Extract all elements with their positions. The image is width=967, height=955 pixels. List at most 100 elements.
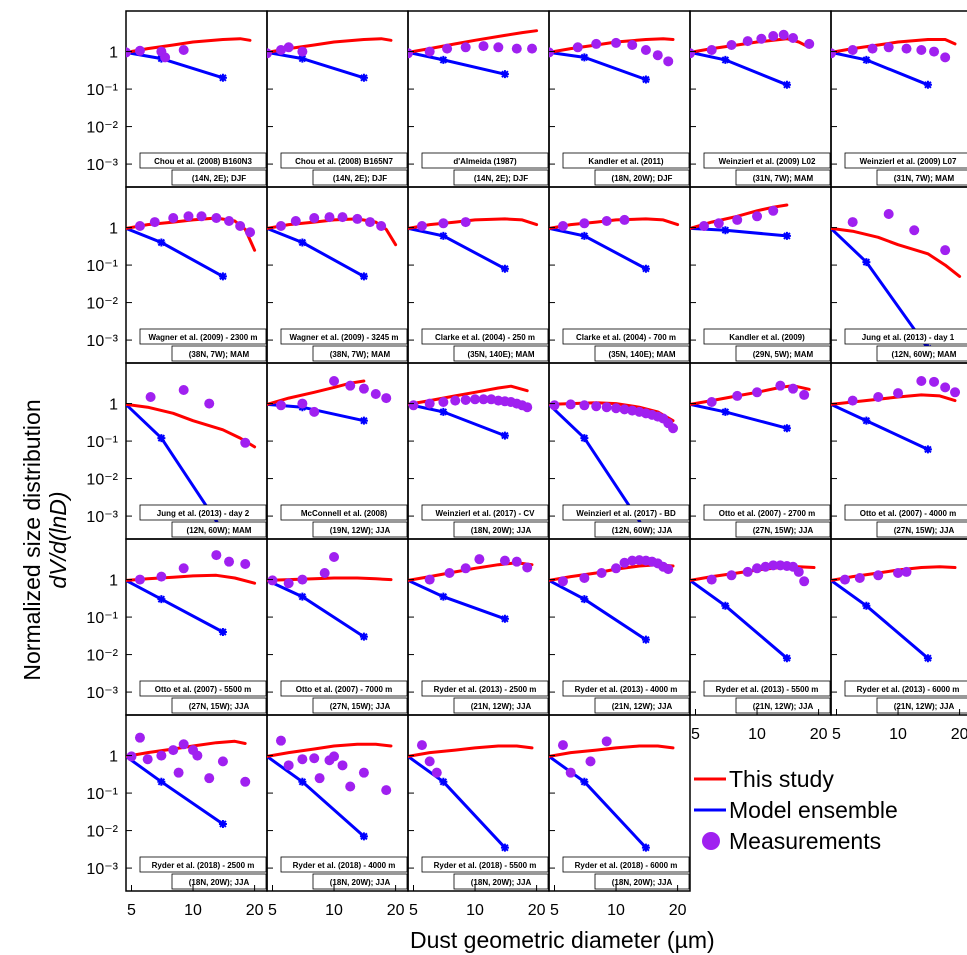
measurement-point <box>431 767 442 778</box>
model-ensemble-line <box>126 579 224 634</box>
panel: Chou et al. (2008) B160N3 (14N, 2E); DJF <box>125 10 268 188</box>
measurement-point <box>365 217 376 228</box>
measurement-point <box>893 567 904 578</box>
measurement-point <box>742 36 753 47</box>
measurement-point <box>438 397 449 408</box>
measurement-point <box>211 213 222 224</box>
measurement-point <box>358 767 369 778</box>
panel: Wagner et al. (2009) - 2300 m (38N, 7W); … <box>125 186 268 364</box>
measurement-point <box>752 387 763 398</box>
x-tick-label: 20 <box>951 726 967 743</box>
measurement-point <box>627 39 638 50</box>
model-marker <box>157 595 166 604</box>
measurement-point <box>847 217 858 228</box>
measurement-point <box>557 740 568 751</box>
panel: d'Almeida (1987) (14N, 2E); DJF <box>407 10 550 188</box>
this-study-line <box>126 216 257 252</box>
measurement-point <box>579 400 590 411</box>
panel-region: (35N, 140E); MAM <box>467 350 534 359</box>
measurement-point <box>145 391 156 402</box>
measurement-point <box>408 48 413 59</box>
measurement-point <box>619 557 630 568</box>
measurement-point <box>867 43 878 54</box>
panel-region: (18N, 20W); JJA <box>189 878 250 887</box>
model-marker <box>862 258 871 267</box>
measurement-point <box>522 562 533 573</box>
model-marker <box>298 238 307 247</box>
panel-region: (18N, 20W); JJA <box>330 878 391 887</box>
panel-label: Ryder et al. (2018) - 4000 m <box>293 861 396 870</box>
measurement-point <box>134 45 145 56</box>
panel-label: Chou et al. (2008) B160N3 <box>154 157 252 166</box>
x-tick-label: 20 <box>387 902 405 919</box>
model-marker <box>580 53 589 62</box>
measurement-point <box>916 45 927 56</box>
measurement-point <box>799 576 810 587</box>
legend-label: Measurements <box>729 828 881 854</box>
measurement-point <box>408 400 419 411</box>
model-marker <box>157 777 166 786</box>
measurement-point <box>444 567 455 578</box>
measurement-point <box>557 221 568 232</box>
panel-region: (18N, 20W); JJA <box>471 526 532 535</box>
model-marker <box>641 75 650 84</box>
panel-region: (12N, 60W); MAM <box>892 350 957 359</box>
measurement-point <box>224 556 235 567</box>
measurement-point <box>940 52 951 63</box>
panel: Jung et al. (2013) - day 2 (12N, 60W); MA… <box>125 362 268 540</box>
measurement-point <box>160 52 171 63</box>
model-marker <box>500 614 509 623</box>
panel-label: Jung et al. (2013) - day 1 <box>862 333 955 342</box>
y-tick-label: 10⁻³ <box>86 333 118 350</box>
this-study-line <box>267 742 393 758</box>
measurement-point <box>901 43 912 54</box>
legend-label: Model ensemble <box>729 797 898 823</box>
measurement-point <box>557 576 568 587</box>
panel-region: (29N, 5W); MAM <box>753 350 814 359</box>
model-marker <box>641 843 650 852</box>
y-tick-label: 10⁻¹ <box>86 786 118 803</box>
measurement-point <box>178 385 189 396</box>
measurement-point <box>134 574 145 585</box>
y-tick-label: 10⁻¹ <box>86 434 118 451</box>
panel: Ryder et al. (2013) - 6000 m (21N, 12W); … <box>830 538 967 716</box>
this-study-line <box>549 744 675 758</box>
panel: Weinzierl et al. (2009) L07 (31N, 7W); MA… <box>830 10 967 188</box>
measurement-point <box>424 756 435 767</box>
model-ensemble-line <box>831 403 929 451</box>
panel-label: Kandler et al. (2009) <box>729 333 805 342</box>
panel-region: (21N, 12W); JJA <box>753 702 814 711</box>
measurement-point <box>283 578 294 589</box>
panel: Kandler et al. (2009) (29N, 5W); MAM <box>689 186 832 364</box>
measurement-point <box>240 559 251 570</box>
x-tick-label: 20 <box>810 726 828 743</box>
measurement-point <box>460 42 471 53</box>
measurement-point <box>549 400 560 411</box>
measurement-point <box>663 56 674 67</box>
measurement-point <box>847 45 858 56</box>
panel-label: Ryder et al. (2018) - 2500 m <box>152 861 255 870</box>
model-marker <box>500 70 509 79</box>
measurement-point <box>460 217 471 228</box>
x-tick-label: 20 <box>669 902 687 919</box>
model-ensemble-line <box>408 755 506 849</box>
measurement-point <box>314 773 325 784</box>
panel-region: (31N, 7W); MAM <box>753 174 814 183</box>
y-tick-label: 10⁻² <box>86 120 118 137</box>
measurement-point <box>950 387 961 398</box>
y-tick-label: 10⁻² <box>86 648 118 665</box>
measurement-point <box>893 388 904 399</box>
panel-region: (27N, 15W); JJA <box>189 702 250 711</box>
panel-region: (14N, 2E); DJF <box>474 174 528 183</box>
measurement-point <box>847 395 858 406</box>
measurement-point <box>929 376 940 387</box>
model-ensemble-line <box>690 402 788 430</box>
measurement-point <box>585 756 596 767</box>
measurement-point <box>752 211 763 222</box>
panel-region: (31N, 7W); MAM <box>894 174 955 183</box>
measurement-point <box>873 570 884 581</box>
measurement-point <box>283 42 294 53</box>
model-marker <box>923 654 932 663</box>
model-marker <box>439 592 448 601</box>
model-marker <box>782 424 791 433</box>
